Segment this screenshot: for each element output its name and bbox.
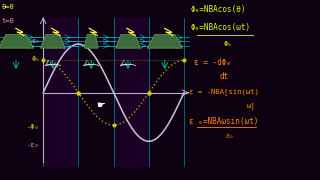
Text: ε ₑ=NBAωsin(ωt): ε ₑ=NBAωsin(ωt) [189,117,258,126]
Text: ε₀: ε₀ [31,37,40,44]
Bar [114,18,149,166]
Polygon shape [116,35,140,48]
Text: dt: dt [219,72,228,81]
Text: ε = -dΦₑ: ε = -dΦₑ [194,58,231,67]
Text: Φₑ=NBAcos(ωt): Φₑ=NBAcos(ωt) [190,23,251,32]
Text: ε₀: ε₀ [226,133,234,139]
Bar [43,18,78,166]
Text: θ=0: θ=0 [2,4,14,10]
Text: -Φ₀: -Φ₀ [27,124,40,130]
Text: ☛: ☛ [96,100,105,110]
Text: ω]: ω] [246,103,255,109]
Text: Φ₀: Φ₀ [224,41,233,47]
Text: Φ₀: Φ₀ [31,55,40,62]
Text: -ε₀: -ε₀ [27,142,40,148]
Polygon shape [41,35,65,48]
Text: Φₑ=NBAcos(θ): Φₑ=NBAcos(θ) [190,5,246,14]
Text: ε = -NBA[sin(ωt): ε = -NBA[sin(ωt) [189,88,259,95]
Text: t=0: t=0 [2,18,14,24]
Polygon shape [84,35,98,48]
Polygon shape [0,35,34,48]
Polygon shape [147,35,182,48]
